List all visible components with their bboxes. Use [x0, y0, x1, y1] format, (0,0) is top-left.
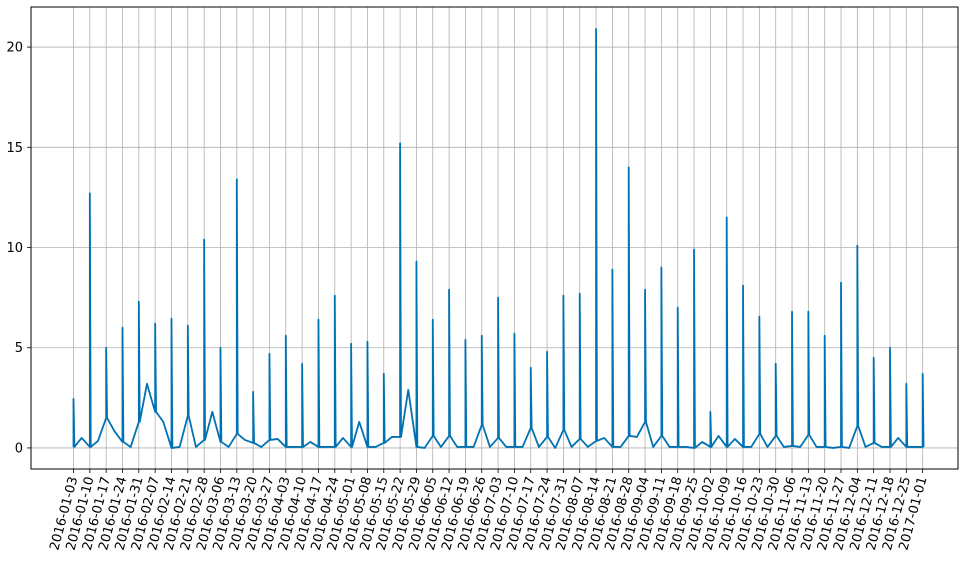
series-layer [72, 28, 925, 449]
plot-frame [30, 6, 959, 470]
y-tick-label: 20 [6, 41, 23, 56]
y-tick-label: 10 [6, 241, 23, 256]
y-tick-label: 15 [6, 141, 23, 156]
y-tick-label: 0 [15, 441, 23, 456]
y-tick-label: 5 [15, 341, 23, 356]
x-axis: 2016-01-032016-01-102016-01-172016-01-24… [47, 469, 931, 552]
y-axis: 0 5 10 15 20 [6, 41, 31, 456]
series-line [72, 28, 925, 449]
